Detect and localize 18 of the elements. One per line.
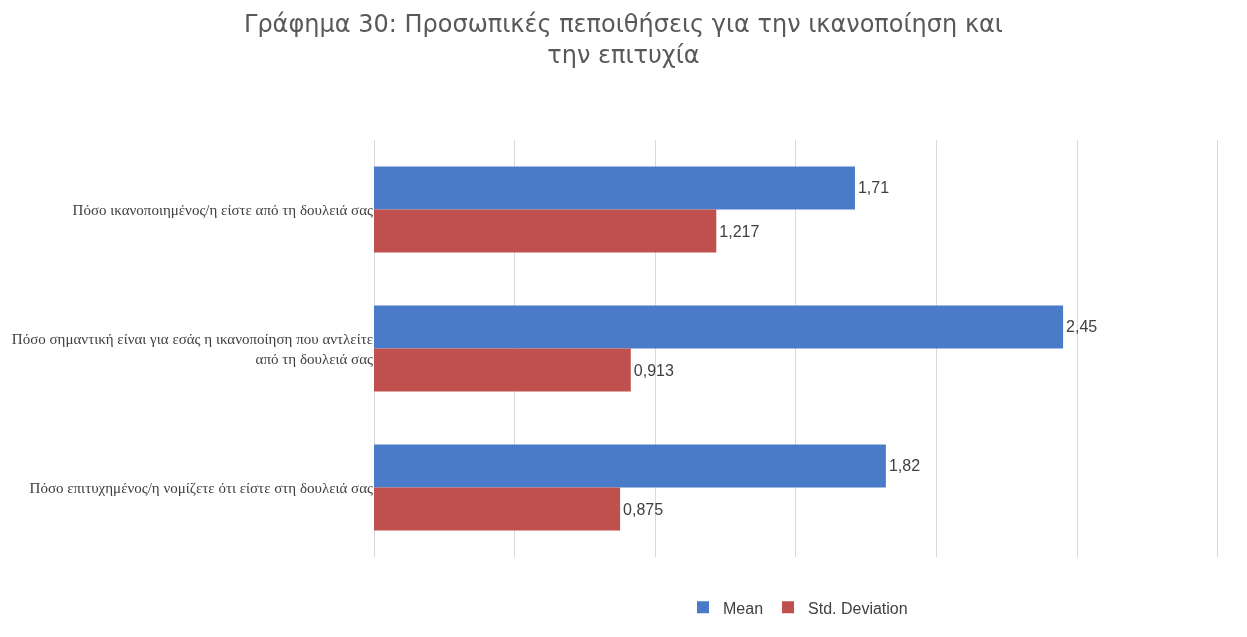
data-label: 2,45 bbox=[1066, 318, 1098, 336]
data-label: 1,217 bbox=[719, 222, 760, 240]
chart-title: Γράφημα 30: Προσωπικές πεποιθήσεις για την ικανοποίηση και την επιτυχία bbox=[244, 9, 1003, 70]
bar bbox=[374, 209, 717, 253]
bar bbox=[374, 166, 855, 210]
y-tick-label: Πόσο επιτυχημένος/η νομίζετε ότι είστε στη δουλειά σας bbox=[29, 479, 374, 496]
bar bbox=[374, 444, 886, 488]
data-label: 1,82 bbox=[888, 457, 921, 475]
y-tick-label: Πόσο ικανοποιημένος/η είστε από τη δουλειά σας bbox=[72, 201, 374, 218]
bar bbox=[374, 487, 621, 531]
data-label: 0,875 bbox=[623, 500, 664, 518]
legend-label: Mean bbox=[723, 599, 764, 617]
data-label: 0,913 bbox=[633, 361, 674, 379]
bar bbox=[374, 348, 631, 392]
legend-label: Std. Deviation bbox=[808, 599, 908, 617]
bar bbox=[374, 305, 1064, 349]
data-label: 1,71 bbox=[857, 179, 890, 197]
y-tick-label: Πόσο σημαντική είναι για εσάς η ικανοποίηση που αντλείτε από τη δουλειά σας bbox=[11, 331, 374, 367]
